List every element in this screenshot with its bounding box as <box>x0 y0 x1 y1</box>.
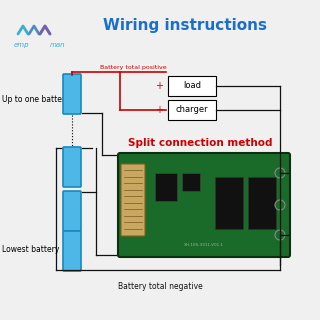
FancyBboxPatch shape <box>121 164 145 236</box>
Text: C-: C- <box>283 169 291 178</box>
FancyBboxPatch shape <box>63 231 81 271</box>
Bar <box>248 177 276 229</box>
Text: Lowest battery: Lowest battery <box>2 245 60 254</box>
Text: Up to one battery: Up to one battery <box>2 95 70 105</box>
Circle shape <box>275 200 285 210</box>
Text: Battery total positive: Battery total positive <box>100 65 167 70</box>
Text: Battery total negative: Battery total negative <box>118 282 202 291</box>
Circle shape <box>275 230 285 240</box>
Text: XH-10S-3311-V01.1: XH-10S-3311-V01.1 <box>184 243 224 247</box>
Text: +: + <box>155 105 163 115</box>
Text: B-: B- <box>283 230 291 239</box>
Bar <box>168 76 216 96</box>
FancyBboxPatch shape <box>63 74 81 114</box>
FancyBboxPatch shape <box>118 153 290 257</box>
Text: load: load <box>183 82 201 91</box>
Bar <box>168 100 216 120</box>
Text: emp: emp <box>14 42 30 48</box>
Bar <box>215 177 243 229</box>
Text: man: man <box>50 42 66 48</box>
Bar <box>155 173 177 201</box>
Text: -: - <box>218 105 221 115</box>
Circle shape <box>275 168 285 178</box>
FancyBboxPatch shape <box>63 147 81 187</box>
Text: -: - <box>218 81 221 91</box>
Bar <box>182 173 200 191</box>
Text: Wiring instructions: Wiring instructions <box>103 18 267 33</box>
Text: Split connection method: Split connection method <box>128 138 272 148</box>
Text: charger: charger <box>176 106 208 115</box>
Text: +: + <box>155 81 163 91</box>
FancyBboxPatch shape <box>63 191 81 231</box>
